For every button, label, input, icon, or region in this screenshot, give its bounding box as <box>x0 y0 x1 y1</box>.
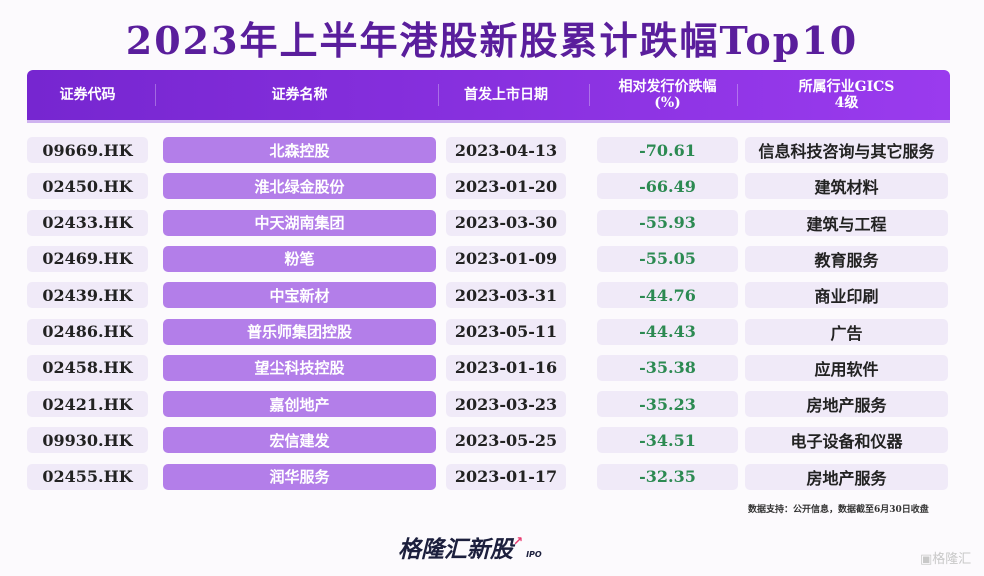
table-row: 02486.HK 普乐师集团控股 2023-05-11 -44.43 广告 <box>0 318 984 345</box>
pct-cell: -34.51 <box>597 427 738 454</box>
name-cell: 普乐师集团控股 <box>163 318 436 345</box>
pct-cell: -70.61 <box>597 137 738 163</box>
code-cell: 02458.HK <box>27 354 148 381</box>
table-row: 09930.HK 宏信建发 2023-05-25 -34.51 电子设备和仪器 <box>0 427 984 454</box>
column-divider <box>589 84 590 106</box>
table-row: 02421.HK 嘉创地产 2023-03-23 -35.23 房地产服务 <box>0 391 984 418</box>
name-cell: 粉笔 <box>163 245 436 272</box>
column-divider <box>438 84 439 106</box>
table-row: 02450.HK 淮北绿金股份 2023-01-20 -66.49 建筑材料 <box>0 173 984 200</box>
name-cell: 嘉创地产 <box>163 391 436 418</box>
column-divider <box>737 84 738 106</box>
name-cell: 北森控股 <box>163 137 436 163</box>
column-header: 证券名称 <box>271 87 328 103</box>
column-header: 所属行业GICS 4级 <box>798 79 895 111</box>
table-row: 02439.HK 中宝新材 2023-03-31 -44.76 商业印刷 <box>0 282 984 309</box>
industry-cell: 建筑材料 <box>745 173 948 200</box>
date-cell: 2023-05-11 <box>446 318 566 345</box>
name-cell: 望尘科技控股 <box>163 354 436 381</box>
code-cell: 02450.HK <box>27 173 148 200</box>
table-row: 02469.HK 粉笔 2023-01-09 -55.05 教育服务 <box>0 245 984 272</box>
logo-text: 格隆汇新股 <box>398 537 513 563</box>
column-header: 相对发行价跌幅 (%) <box>618 79 717 111</box>
name-cell: 中宝新材 <box>163 282 436 309</box>
date-cell: 2023-01-17 <box>446 463 566 490</box>
table-row: 02455.HK 润华服务 2023-01-17 -32.35 房地产服务 <box>0 463 984 490</box>
industry-cell: 广告 <box>745 318 948 345</box>
page-title: 2023年上半年港股新股累计跌幅Top10 <box>125 18 859 63</box>
industry-cell: 信息科技咨询与其它服务 <box>745 137 948 163</box>
date-cell: 2023-05-25 <box>446 427 566 454</box>
code-cell: 09669.HK <box>27 137 148 163</box>
name-cell: 淮北绿金股份 <box>163 173 436 200</box>
code-cell: 02469.HK <box>27 245 148 272</box>
name-cell: 润华服务 <box>163 463 436 490</box>
industry-cell: 教育服务 <box>745 245 948 272</box>
industry-cell: 建筑与工程 <box>745 209 948 236</box>
table-row: 02458.HK 望尘科技控股 2023-01-16 -35.38 应用软件 <box>0 354 984 381</box>
date-cell: 2023-03-31 <box>446 282 566 309</box>
pct-cell: -35.23 <box>597 391 738 418</box>
code-cell: 09930.HK <box>27 427 148 454</box>
code-cell: 02433.HK <box>27 209 148 236</box>
industry-cell: 商业印刷 <box>745 282 948 309</box>
pct-cell: -55.05 <box>597 245 738 272</box>
pct-cell: -66.49 <box>597 173 738 200</box>
trend-arrow-icon: ↗ <box>513 534 524 548</box>
table-row: 09669.HK 北森控股 2023-04-13 -70.61 信息科技咨询与其它服务 <box>0 137 984 163</box>
date-cell: 2023-03-23 <box>446 391 566 418</box>
name-cell: 中天湖南集团 <box>163 209 436 236</box>
date-cell: 2023-01-16 <box>446 354 566 381</box>
code-cell: 02486.HK <box>27 318 148 345</box>
watermark: ▣格隆汇 <box>920 552 972 567</box>
logo-sub: IPO <box>526 550 542 559</box>
column-header: 首发上市日期 <box>464 87 548 103</box>
date-cell: 2023-01-09 <box>446 245 566 272</box>
logo-mark-icon: ▣ <box>920 552 933 567</box>
industry-cell: 电子设备和仪器 <box>745 427 948 454</box>
source-note: 数据支持：公开信息，数据截至6月30日收盘 <box>748 505 929 515</box>
industry-cell: 应用软件 <box>745 354 948 381</box>
date-cell: 2023-04-13 <box>446 137 566 163</box>
logo: 格隆汇新股↗IPO <box>398 530 542 564</box>
industry-cell: 房地产服务 <box>745 463 948 490</box>
table-row: 02433.HK 中天湖南集团 2023-03-30 -55.93 建筑与工程 <box>0 209 984 236</box>
column-divider <box>155 84 156 106</box>
date-cell: 2023-01-20 <box>446 173 566 200</box>
pct-cell: -44.43 <box>597 318 738 345</box>
pct-cell: -35.38 <box>597 354 738 381</box>
name-cell: 宏信建发 <box>163 427 436 454</box>
date-cell: 2023-03-30 <box>446 209 566 236</box>
pct-cell: -44.76 <box>597 282 738 309</box>
column-header: 证券代码 <box>59 87 116 103</box>
table-header: 证券代码 证券名称 首发上市日期 相对发行价跌幅 (%) 所属行业GICS 4级 <box>27 70 950 123</box>
pct-cell: -32.35 <box>597 463 738 490</box>
code-cell: 02421.HK <box>27 391 148 418</box>
pct-cell: -55.93 <box>597 209 738 236</box>
industry-cell: 房地产服务 <box>745 391 948 418</box>
code-cell: 02455.HK <box>27 463 148 490</box>
code-cell: 02439.HK <box>27 282 148 309</box>
